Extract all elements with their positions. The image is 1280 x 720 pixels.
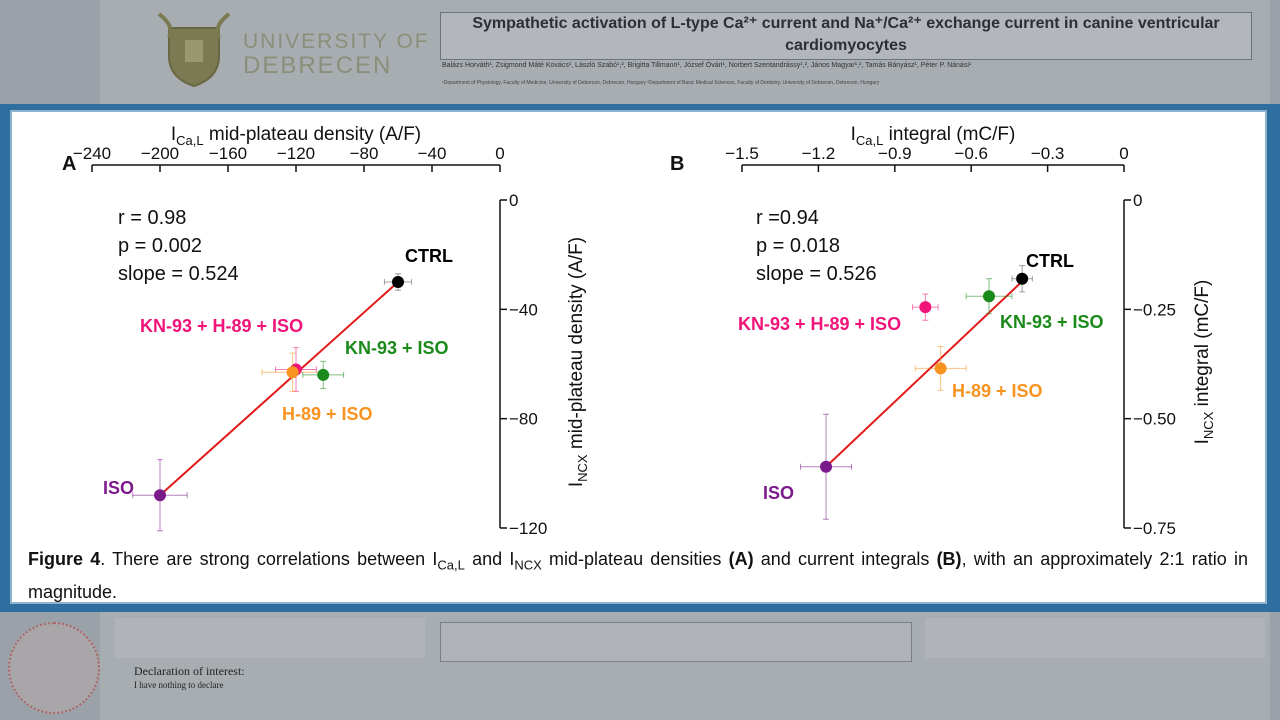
caption-text-1: . There are strong correlations between … [100,549,438,569]
chart-a-y-tick-label: −80 [509,410,538,429]
poster-affiliations: ¹Department of Physiology, Faculty of Me… [442,80,880,86]
chart-a-data-point [392,276,404,288]
chart-a-y-axis-title: INCX mid-plateau density (A/F) [566,237,590,487]
chart-a-y-tick-label: 0 [509,191,518,210]
chart-a-panel-label: A [62,153,76,175]
chart-a-point-label: KN-93 + H-89 + ISO [140,316,303,336]
chart-a-data-point [154,489,166,502]
chart-a-point-label: H-89 + ISO [282,404,373,424]
chart-b-x-tick-label: −0.6 [954,144,988,163]
chart-b-stat-text: p = 0.018 [756,235,840,257]
chart-b-point-label: KN-93 + ISO [1000,312,1104,332]
caption-bold-a: (A) [728,549,754,569]
chart-b-point-label: ISO [763,483,794,503]
chart-b-data-point [1016,272,1029,285]
chart-a-point-label: ISO [103,478,134,498]
declaration-text: I have nothing to declare [134,680,224,690]
chart-b-stat-text: r =0.94 [756,207,819,229]
chart-b-data-point [820,460,833,473]
caption-bold-b: (B) [936,549,962,569]
chart-b-panel-label: B [670,153,684,175]
chart-a-x-axis-title: ICa,L mid-plateau density (A/F) [171,124,421,148]
chart-b-data-point [934,362,947,375]
figure-label: Figure 4 [28,549,101,569]
chart-b-point-label: H-89 + ISO [952,381,1043,401]
poster-seal-icon [8,622,100,714]
chart-a-x-tick-label: −120 [277,144,315,163]
university-line-1: UNIVERSITY OF [243,30,430,53]
chart-b-x-tick-label: −0.3 [1031,144,1065,163]
poster-references-block [925,618,1265,658]
caption-sub-ncx: NCX [514,557,542,573]
chart-b-x-tick-label: −1.2 [802,144,836,163]
declaration-title: Declaration of interest: [134,664,245,678]
chart-a-point-label: CTRL [405,246,453,266]
poster-authors: Balázs Horváth¹, Zsigmond Máté Kovács¹, … [442,62,972,69]
chart-a-data-point [317,368,330,381]
caption-text-3: mid-plateau densities [541,549,729,569]
university-line-2: DEBRECEN [243,52,393,79]
caption-text-4: and current integrals [753,549,937,569]
chart-a-x-tick-label: −200 [141,144,179,163]
chart-b-x-tick-label: −0.9 [878,144,912,163]
chart-a-data-point [286,366,299,379]
university-name: UNIVERSITY OF DEBRECEN [243,30,430,78]
chart-b-y-tick-label: −0.75 [1133,519,1176,538]
chart-a-x-tick-label: −240 [73,144,111,163]
chart-b-x-axis-title: ICa,L integral (mC/F) [851,124,1016,148]
chart-a-stat-text: p = 0.002 [118,235,202,257]
figure-caption: Figure 4. There are strong correlations … [28,546,1248,605]
poster-title: Sympathetic activation of L-type Ca²⁺ cu… [440,12,1252,60]
chart-a-stat-text: slope = 0.524 [118,263,239,285]
chart-b-y-tick-label: 0 [1133,191,1142,210]
chart-b-point-label: CTRL [1026,251,1074,271]
university-crest-icon [157,12,231,88]
chart-b-stat-text: slope = 0.526 [756,263,877,285]
chart-b-data-point [919,301,932,314]
chart-b-point-label: KN-93 + H-89 + ISO [738,314,901,334]
chart-a-x-tick-label: −80 [350,144,379,163]
chart-b-y-axis-title: INCX integral (mC/F) [1192,280,1216,445]
chart-a-y-tick-label: −40 [509,300,538,319]
chart-a-stat-text: r = 0.98 [118,207,186,229]
figure-panel [10,110,1267,604]
caption-text-5: , with an approximately 2:1 ratio in mag… [28,549,1249,602]
chart-a-x-tick-label: 0 [495,144,504,163]
chart-a-fit-line [159,281,399,496]
chart-a-y-tick-label: −120 [509,519,547,538]
chart-b-x-tick-label: −1.5 [725,144,759,163]
caption-sub-cal: Ca,L [437,557,465,573]
chart-b-x-tick-label: 0 [1119,144,1128,163]
poster-funding-block [440,622,912,662]
chart-b-data-point [983,290,996,303]
chart-a-point-label: KN-93 + ISO [345,338,449,358]
chart-a-x-tick-label: −160 [209,144,247,163]
figure-highlight-frame [0,104,1280,612]
chart-b-y-tick-label: −0.25 [1133,300,1176,319]
chart-a-x-tick-label: −40 [418,144,447,163]
caption-text-2: and I [464,549,515,569]
chart-b-fit-line [825,275,1028,468]
poster-text-block [115,618,425,658]
chart-b-y-tick-label: −0.50 [1133,410,1176,429]
